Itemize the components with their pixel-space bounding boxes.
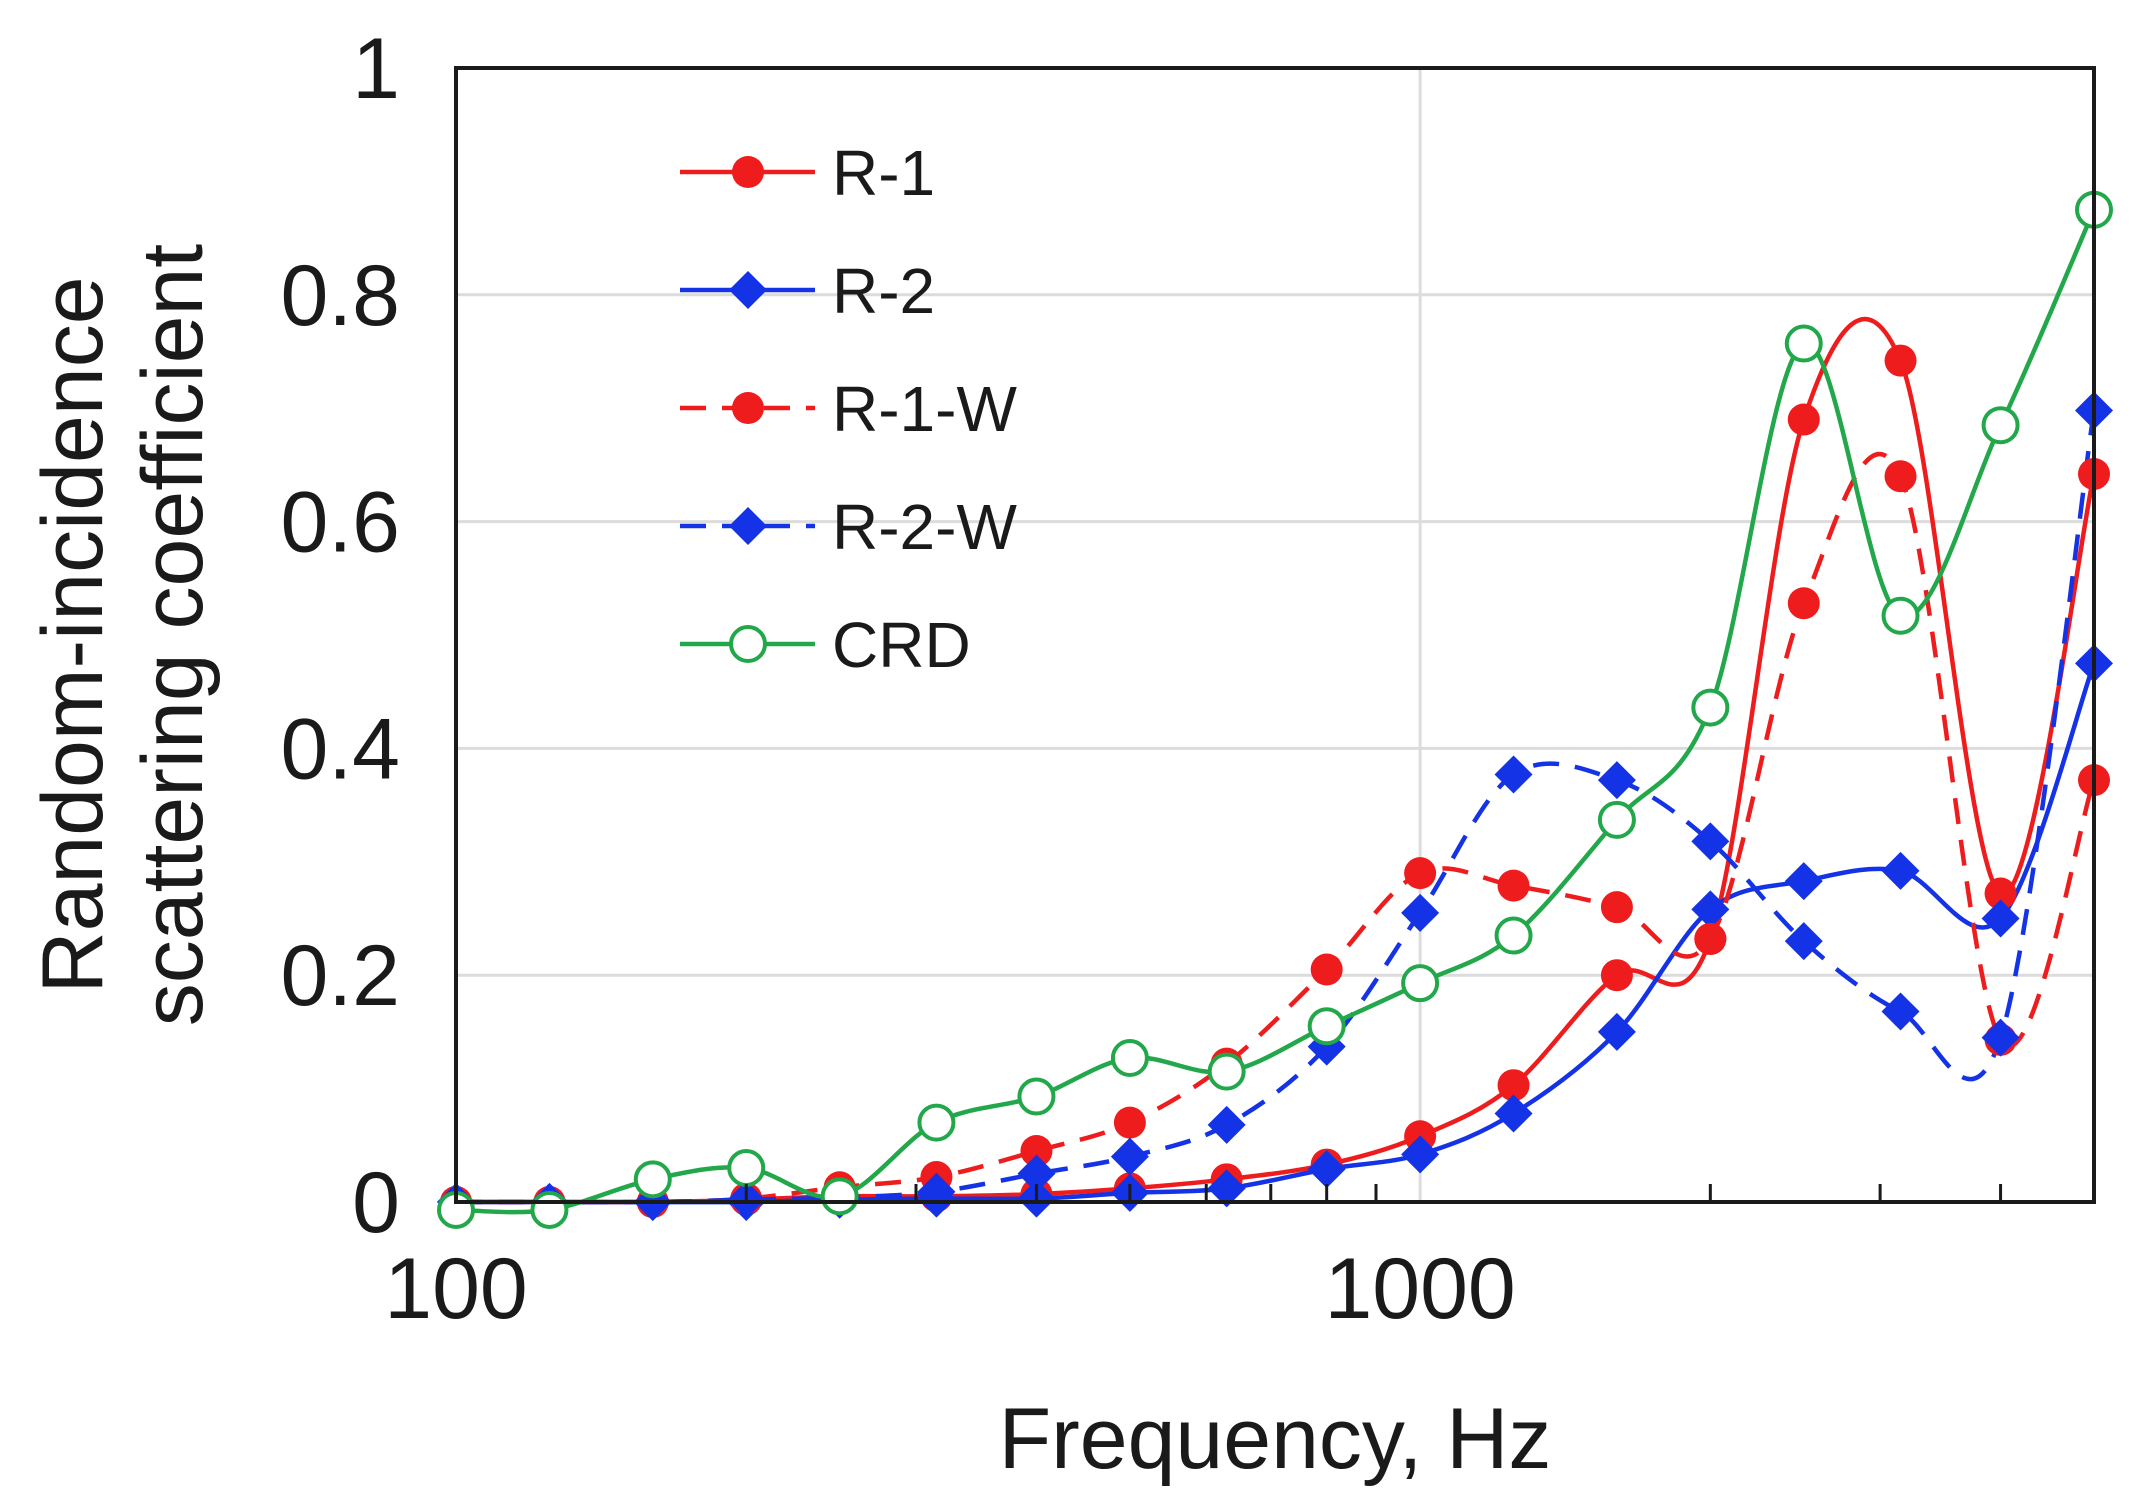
data-point-r-1 xyxy=(1884,344,1917,377)
data-point-r-2-w xyxy=(1784,922,1823,961)
legend-label-r-1: R-1 xyxy=(832,137,935,209)
data-point-crd xyxy=(1981,406,2020,445)
x-axis-tick-labels: 100 1000 xyxy=(384,1184,2003,1337)
y-tick-label: 0.8 xyxy=(280,248,400,344)
data-point-crd xyxy=(1494,916,1533,955)
legend: R-1 R-2 R-1-W R-2-W CRD xyxy=(680,137,1017,681)
data-point-crd xyxy=(633,1160,672,1199)
legend-label-crd: CRD xyxy=(832,609,971,681)
data-point-r-2-w xyxy=(1207,1105,1246,1144)
data-point-crd xyxy=(727,1148,766,1187)
y-tick-label: 0.2 xyxy=(280,928,400,1024)
data-point-r-2-w xyxy=(1110,1137,1149,1176)
y-axis-tick-labels: 0 0.2 0.4 0.6 0.8 1 xyxy=(280,21,400,1251)
data-point-r-1 xyxy=(1600,959,1633,992)
data-point-crd xyxy=(1401,964,1440,1003)
series-line-crd xyxy=(455,208,2097,1215)
data-point-crd xyxy=(917,1103,956,1142)
series-lines xyxy=(455,208,2097,1215)
data-point-r-2 xyxy=(1401,1135,1440,1174)
legend-label-r-2: R-2 xyxy=(832,255,935,327)
data-point-r-2 xyxy=(1597,1012,1636,1051)
y-tick-label: 0.4 xyxy=(280,701,400,797)
series-line-r-2-w xyxy=(456,410,2097,1205)
series-markers xyxy=(437,190,2113,1229)
data-point-r-2 xyxy=(1784,862,1823,901)
data-point-r-1 xyxy=(1984,877,2017,910)
data-point-r-2 xyxy=(1207,1169,1246,1208)
y-tick-label: 0.6 xyxy=(280,475,400,571)
data-point-r-2-w xyxy=(1691,822,1730,861)
plot-frame xyxy=(454,66,2096,1204)
data-point-r-2 xyxy=(1494,1094,1533,1133)
legend-marker-r-2 xyxy=(729,271,767,309)
y-axis-title-line-1: Random-incidence xyxy=(25,276,121,993)
data-point-r-2 xyxy=(1307,1150,1346,1189)
data-point-r-1-w xyxy=(1600,891,1633,924)
data-point-r-2-w xyxy=(1881,992,1920,1031)
legend-marker-r-2-w xyxy=(729,507,767,545)
data-point-r-2-w xyxy=(1981,1018,2020,1057)
data-point-r-2 xyxy=(1981,899,2020,938)
data-point-r-2-w xyxy=(1494,755,1533,794)
data-point-r-2 xyxy=(1881,851,1920,890)
data-point-r-2-w xyxy=(1401,893,1440,932)
data-point-r-2 xyxy=(1691,890,1730,929)
y-tick-label: 1 xyxy=(352,21,400,117)
data-point-r-1-w xyxy=(1497,869,1530,902)
data-point-r-1 xyxy=(1787,403,1820,436)
legend-marker-r-1 xyxy=(732,156,764,188)
data-point-r-1-w xyxy=(1020,1134,1053,1167)
data-point-crd xyxy=(530,1190,569,1229)
data-point-crd xyxy=(1597,800,1636,839)
y-axis-title-line-2: scattering coefficient xyxy=(125,244,221,1027)
data-point-r-1-w xyxy=(1787,587,1820,620)
gridlines xyxy=(456,68,2094,1202)
data-point-crd xyxy=(1017,1077,1056,1116)
data-point-r-1-w xyxy=(1694,922,1727,955)
series-line-r-2 xyxy=(456,662,2097,1205)
data-point-r-2-w xyxy=(1017,1154,1056,1193)
data-point-crd xyxy=(1110,1038,1149,1077)
legend-marker-r-1-w xyxy=(732,392,764,424)
data-point-crd xyxy=(1691,688,1730,727)
data-point-r-1 xyxy=(1497,1069,1530,1102)
data-point-crd xyxy=(820,1177,859,1216)
data-point-crd xyxy=(1881,596,1920,635)
data-point-r-1-w xyxy=(1310,953,1343,986)
data-point-crd xyxy=(1207,1052,1246,1091)
x-tick-label: 100 xyxy=(384,1241,528,1337)
y-tick-label: 0 xyxy=(352,1155,400,1251)
legend-label-r-2-w: R-2-W xyxy=(832,491,1017,563)
data-point-r-1-w xyxy=(1884,460,1917,493)
series-line-r-1-w xyxy=(456,451,2097,1205)
data-point-r-1-w xyxy=(1113,1106,1146,1139)
data-point-crd xyxy=(1784,324,1823,363)
legend-marker-crd xyxy=(729,625,767,663)
data-point-r-2-w xyxy=(1597,761,1636,800)
y-axis-title: Random-incidence scattering coefficient xyxy=(25,244,221,1027)
x-axis-title: Frequency, Hz xyxy=(999,1391,1552,1487)
legend-label-r-1-w: R-1-W xyxy=(832,373,1017,445)
data-point-crd xyxy=(1307,1007,1346,1046)
data-point-r-1-w xyxy=(1404,857,1437,890)
x-tick-label: 1000 xyxy=(1324,1241,1515,1337)
